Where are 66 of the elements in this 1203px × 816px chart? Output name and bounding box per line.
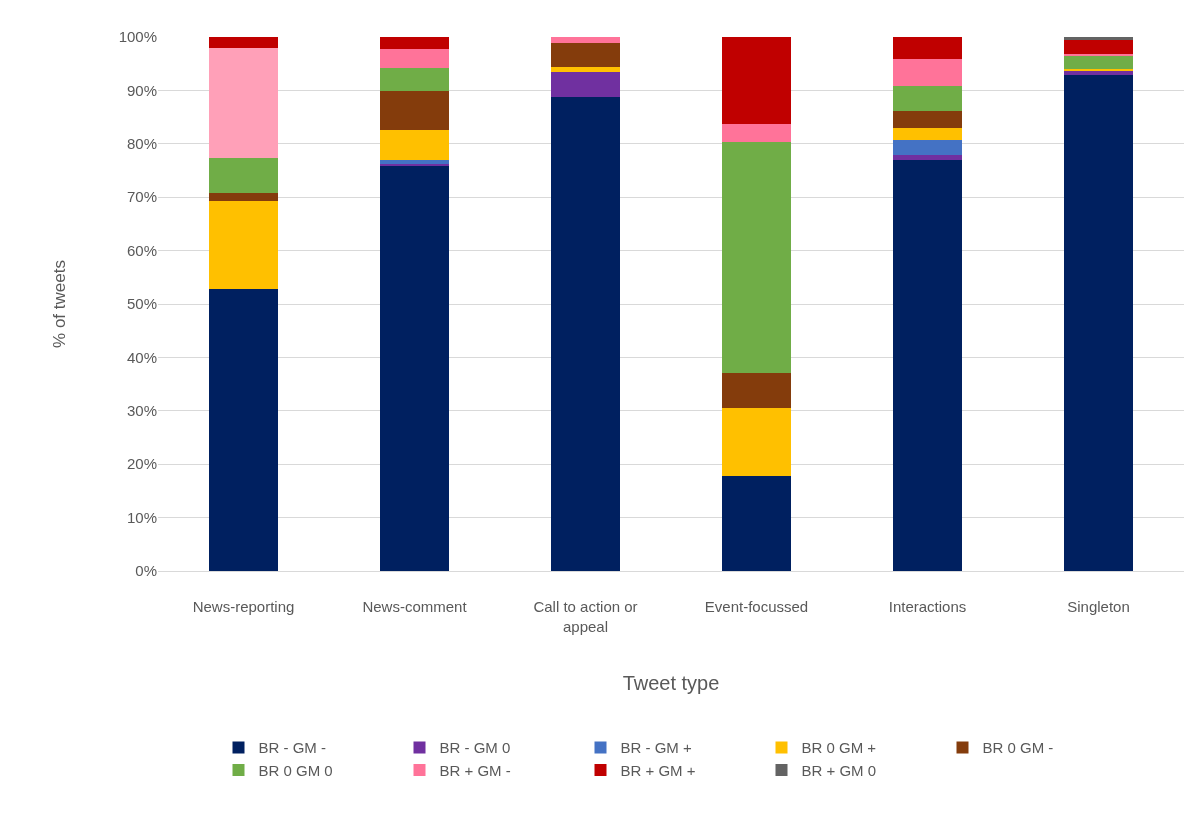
x-tick-label: Event-focussed (704, 598, 809, 615)
legend-label: BR 0 GM + (801, 739, 877, 757)
bar (893, 160, 962, 571)
y-tick-label: 20% (126, 455, 157, 473)
x-tick-label: News-reporting (192, 598, 295, 615)
bar (209, 192, 278, 202)
legend-label: BR - GM - (258, 739, 326, 757)
bar (380, 165, 449, 571)
bar (209, 289, 278, 571)
legend-label: BR + GM 0 (801, 761, 877, 779)
bar (380, 37, 449, 49)
bar (1064, 68, 1133, 71)
bar (893, 110, 962, 129)
bar (380, 130, 449, 161)
bar (893, 155, 962, 161)
bar (551, 42, 620, 67)
bar (722, 141, 791, 374)
x-axis-title: Tweet type (622, 672, 720, 694)
bar (551, 72, 620, 97)
bar (722, 373, 791, 408)
bar (209, 47, 278, 158)
bar (209, 157, 278, 193)
bar (722, 407, 791, 477)
bar (380, 91, 449, 131)
bar (722, 124, 791, 142)
legend-label: BR + GM - (439, 761, 511, 779)
bar (893, 86, 962, 111)
y-tick-label: 70% (126, 188, 157, 206)
x-tick-label: Call to action or appeal (533, 598, 638, 635)
bar (209, 201, 278, 290)
bar (1064, 55, 1133, 69)
legend-label: BR - GM + (620, 739, 692, 757)
x-tick-label: Interactions (888, 598, 967, 615)
bar (893, 37, 962, 59)
y-axis-title: % of tweets (50, 260, 70, 348)
bar (209, 37, 278, 48)
y-tick-label: 10% (126, 508, 157, 526)
legend-label: BR 0 GM - (982, 739, 1054, 757)
y-tick-label: 40% (126, 348, 157, 366)
bar (722, 37, 791, 125)
y-tick-label: 80% (126, 135, 157, 153)
bar (380, 48, 449, 68)
x-tick-label: News-comment (362, 598, 468, 615)
bar (551, 66, 620, 73)
y-tick-label: 90% (126, 81, 157, 99)
x-tick-label: Singleton (1067, 598, 1130, 615)
bar (893, 128, 962, 140)
bar (893, 139, 962, 156)
bar (722, 476, 791, 571)
bar (380, 67, 449, 92)
bar (1064, 37, 1133, 40)
bar (551, 96, 620, 571)
y-tick-label: 0% (135, 562, 157, 580)
y-tick-label: 60% (126, 241, 157, 259)
bar (1064, 39, 1133, 54)
bar (1064, 74, 1133, 571)
y-tick-label: 50% (126, 295, 157, 313)
bar (893, 58, 962, 87)
legend-label: BR + GM + (620, 761, 696, 779)
bar (551, 37, 620, 43)
y-tick-label: 30% (126, 402, 157, 420)
y-tick-label: 100% (118, 28, 157, 46)
bar (1064, 70, 1133, 75)
legend-label: BR 0 GM 0 (258, 761, 333, 779)
legend-label: BR - GM 0 (439, 739, 511, 757)
bar (1064, 53, 1133, 56)
